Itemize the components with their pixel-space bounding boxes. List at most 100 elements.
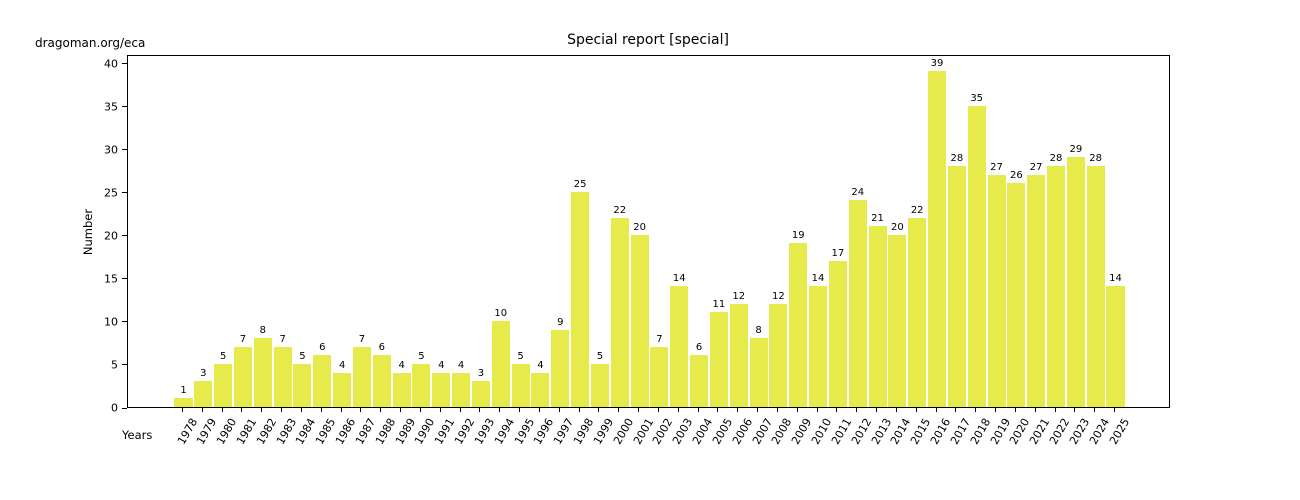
bar-2003 xyxy=(670,286,689,407)
x-tick-mark-2014 xyxy=(895,408,897,412)
bar-value-2000: 22 xyxy=(613,204,627,216)
x-tick-label-1981: 1981 xyxy=(234,416,260,447)
x-tick-label-1980: 1980 xyxy=(214,416,240,447)
x-tick-mark-1993 xyxy=(479,408,481,412)
y-tick-label-35: 35 xyxy=(104,100,118,114)
bar-1991 xyxy=(432,372,451,407)
bar-value-1989: 4 xyxy=(398,359,405,371)
bar-value-2020: 26 xyxy=(1009,170,1023,182)
y-tick-mark-0 xyxy=(122,407,127,409)
bar-2023 xyxy=(1066,157,1085,407)
x-tick-mark-2001 xyxy=(638,408,640,412)
bar-value-2003: 14 xyxy=(672,273,686,285)
x-tick-mark-2009 xyxy=(796,408,798,412)
bar-value-1996: 4 xyxy=(537,359,544,371)
x-tick-mark-2003 xyxy=(677,408,679,412)
x-tick-mark-2022 xyxy=(1054,408,1056,412)
x-tick-mark-1989 xyxy=(400,408,402,412)
x-tick-mark-2000 xyxy=(618,408,620,412)
y-tick-label-40: 40 xyxy=(104,57,118,71)
x-tick-mark-1991 xyxy=(439,408,441,412)
bar-value-1995: 5 xyxy=(517,350,524,362)
y-tick-mark-15 xyxy=(122,278,127,280)
bar-2021 xyxy=(1027,174,1046,407)
x-axis-label: Years xyxy=(122,428,153,442)
bar-value-1987: 7 xyxy=(358,333,366,345)
x-tick-mark-2023 xyxy=(1074,408,1076,412)
y-tick-mark-10 xyxy=(122,321,127,323)
x-tick-mark-2020 xyxy=(1014,408,1016,412)
bar-value-2004: 6 xyxy=(695,342,703,354)
bar-value-2005: 11 xyxy=(712,299,726,311)
bar-2020 xyxy=(1007,183,1026,407)
y-tick-mark-25 xyxy=(122,192,127,194)
x-tick-label-2003: 2003 xyxy=(670,416,696,447)
bar-value-1984: 5 xyxy=(299,350,306,362)
bar-value-2016: 39 xyxy=(930,58,944,70)
bar-1980 xyxy=(214,363,233,407)
x-tick-mark-1985 xyxy=(320,408,322,412)
x-tick-mark-1978 xyxy=(182,408,183,412)
x-tick-mark-2017 xyxy=(955,408,957,412)
bar-2013 xyxy=(868,226,887,407)
bar-1984 xyxy=(293,363,312,407)
bar-1983 xyxy=(273,346,292,407)
plot-area: 1 3 5 7 8 7 5 6 4 7 6 4 5 4 4 3 10 5 4 9 25 5 22 20 7 14 6 11 12 8 12 1… xyxy=(127,55,1170,408)
bar-value-2011: 17 xyxy=(831,247,845,259)
x-tick-label-2016: 2016 xyxy=(928,416,954,447)
x-tick-mark-2024 xyxy=(1094,408,1096,412)
x-tick-label-2004: 2004 xyxy=(690,416,716,447)
x-tick-label-2009: 2009 xyxy=(789,416,815,447)
bar-value-1991: 4 xyxy=(438,359,445,371)
bar-value-2009: 19 xyxy=(791,230,805,242)
bar-2001 xyxy=(630,234,649,407)
bar-value-1986: 4 xyxy=(338,359,346,371)
y-tick-mark-20 xyxy=(122,235,127,237)
x-tick-mark-1982 xyxy=(261,408,263,412)
x-tick-mark-2015 xyxy=(915,408,917,412)
bar-2010 xyxy=(809,286,828,407)
x-tick-mark-2025 xyxy=(1114,408,1115,412)
x-tick-mark-2021 xyxy=(1034,408,1036,412)
x-tick-mark-1999 xyxy=(598,408,600,412)
x-tick-label-1999: 1999 xyxy=(590,416,617,447)
bar-value-2022: 28 xyxy=(1049,152,1063,164)
bar-2012 xyxy=(848,200,867,407)
watermark-text: dragoman.org/eca xyxy=(35,36,146,50)
bar-2009 xyxy=(789,243,808,407)
bar-value-1978: 1 xyxy=(180,385,187,397)
bar-1994 xyxy=(491,320,510,407)
x-tick-mark-2005 xyxy=(717,408,719,412)
x-tick-mark-1996 xyxy=(538,408,540,412)
x-tick-label-2015: 2015 xyxy=(908,416,934,447)
y-tick-label-15: 15 xyxy=(104,272,118,286)
x-tick-label-1998: 1998 xyxy=(571,416,597,447)
x-tick-mark-1980 xyxy=(221,408,223,412)
bar-1996 xyxy=(531,372,550,407)
bar-value-2010: 14 xyxy=(811,273,825,285)
bar-value-2018: 35 xyxy=(970,92,984,104)
x-tick-label-1993: 1993 xyxy=(471,416,498,447)
bar-value-1993: 3 xyxy=(477,368,485,380)
bar-2025 xyxy=(1106,286,1125,407)
x-tick-mark-2004 xyxy=(697,408,699,412)
x-tick-mark-2010 xyxy=(816,408,818,412)
bar-value-1994: 10 xyxy=(494,307,508,319)
bar-2005 xyxy=(709,312,728,407)
x-tick-mark-1997 xyxy=(558,408,560,412)
x-tick-mark-2018 xyxy=(975,408,977,412)
x-tick-label-1978: 1978 xyxy=(174,416,200,447)
bar-value-2021: 27 xyxy=(1029,161,1043,173)
x-tick-label-2010: 2010 xyxy=(809,416,835,447)
bar-value-2007: 8 xyxy=(755,325,762,337)
bar-value-1982: 8 xyxy=(259,325,266,337)
y-tick-mark-30 xyxy=(122,149,127,151)
bar-value-2015: 22 xyxy=(910,204,924,216)
x-tick-mark-2007 xyxy=(757,408,759,412)
x-tick-mark-2016 xyxy=(935,408,937,412)
x-tick-mark-1995 xyxy=(519,408,521,412)
x-tick-label-1986: 1986 xyxy=(333,416,359,447)
bar-value-1988: 6 xyxy=(378,342,385,354)
x-tick-mark-1988 xyxy=(380,408,382,412)
